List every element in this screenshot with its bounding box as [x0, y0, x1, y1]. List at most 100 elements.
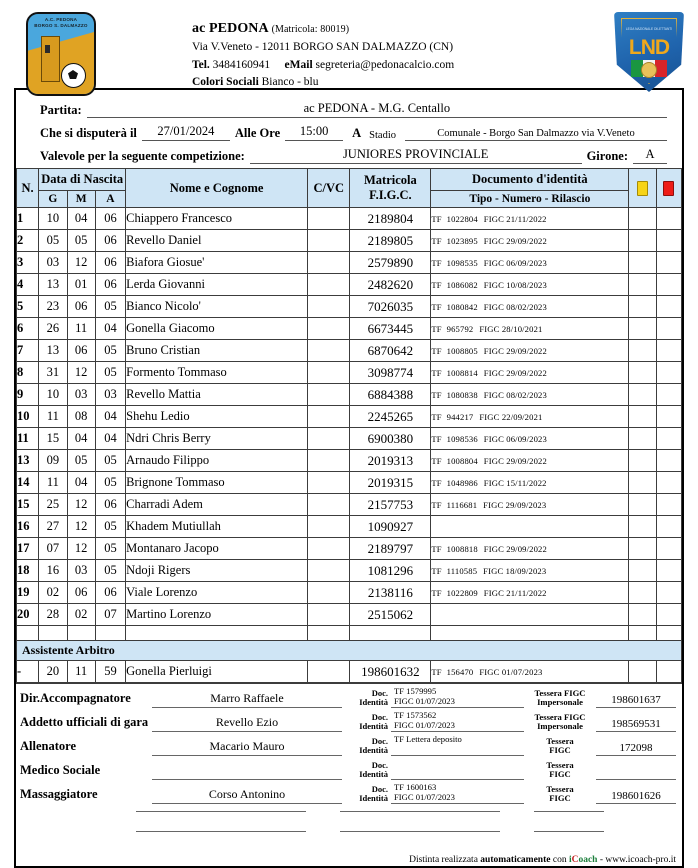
- staff-tessera-value[interactable]: 198569531: [596, 718, 676, 732]
- table-row[interactable]: 11 15 04 04 Ndri Chris Berry 6900380 TF 1098536…: [15, 427, 683, 450]
- cell-red-card[interactable]: [655, 427, 683, 450]
- cell-matricola: 6673445: [349, 317, 432, 340]
- staff-tessera-value[interactable]: 198601637: [596, 694, 676, 708]
- staff-doc-value[interactable]: TF 1579995 FIGC 01/07/2023: [391, 687, 524, 708]
- cell-document: TF 944217 FIGC 22/09/2021: [430, 405, 630, 428]
- cell-yellow-card[interactable]: [628, 405, 657, 428]
- table-row[interactable]: 20 28 02 07 Martino Lorenzo 2515062: [15, 603, 683, 626]
- date-value[interactable]: 27/01/2024: [141, 124, 230, 141]
- th-matricola-line2: F.I.G.C.: [369, 188, 412, 202]
- time-value[interactable]: 15:00: [285, 124, 344, 141]
- table-row[interactable]: 3 03 12 06 Biafora Giosue' 2579890 TF 1098535 FI…: [15, 251, 683, 274]
- cell-red-card[interactable]: [655, 295, 683, 318]
- cell-yellow-card[interactable]: [628, 559, 657, 582]
- cell-red-card[interactable]: [655, 581, 683, 604]
- group-value[interactable]: A: [633, 147, 667, 164]
- cell-red-card[interactable]: [655, 471, 683, 494]
- table-row[interactable]: 6 26 11 04 Gonella Giacomo 6673445 TF 965792 FIG…: [15, 317, 683, 340]
- cell-red-card[interactable]: [655, 660, 683, 683]
- table-row[interactable]: 13 09 05 05 Arnaudo Filippo 2019313 TF 1008804 F…: [15, 449, 683, 472]
- cell-red-card[interactable]: [655, 207, 683, 230]
- cell-yellow-card[interactable]: [628, 251, 657, 274]
- table-row[interactable]: 5 23 06 05 Bianco Nicolo' 7026035 TF 1080842 FIG…: [15, 295, 683, 318]
- cell-cvc: [307, 383, 351, 406]
- table-row[interactable]: 8 31 12 05 Formento Tommaso 3098774 TF 1008814 F…: [15, 361, 683, 384]
- table-row[interactable]: 9 10 03 03 Revello Mattia 6884388 TF 1080838 FIG…: [15, 383, 683, 406]
- cell-yellow-card[interactable]: [628, 493, 657, 516]
- venue-value[interactable]: Comunale - Borgo San Dalmazzo via V.Vene…: [405, 128, 667, 141]
- staff-doc-value[interactable]: [391, 759, 524, 780]
- signature-line[interactable]: [136, 810, 306, 812]
- table-row[interactable]: 7 13 06 05 Bruno Cristian 6870642 TF 1008805 FIG…: [15, 339, 683, 362]
- cell-yellow-card[interactable]: [628, 660, 657, 683]
- table-row[interactable]: 1 10 04 06 Chiappero Francesco 2189804 TF 10228…: [15, 207, 683, 230]
- table-row[interactable]: 17 07 12 05 Montanaro Jacopo 2189797 TF 1008818…: [15, 537, 683, 560]
- cell-red-card[interactable]: [655, 515, 683, 538]
- th-document-sub: Tipo - Numero - Rilascio: [430, 190, 630, 208]
- cell-birth-day: 15: [38, 427, 68, 450]
- signature-line[interactable]: [340, 830, 500, 832]
- cell-red-card[interactable]: [655, 251, 683, 274]
- cell-yellow-card[interactable]: [628, 581, 657, 604]
- table-row[interactable]: 18 16 03 05 Ndoji Rigers 1081296 TF 1110585 FIGC…: [15, 559, 683, 582]
- staff-tessera-value[interactable]: 198601626: [596, 790, 676, 804]
- cell-yellow-card[interactable]: [628, 449, 657, 472]
- cell-yellow-card[interactable]: [628, 339, 657, 362]
- cell-red-card[interactable]: [655, 449, 683, 472]
- cell-yellow-card[interactable]: [628, 603, 657, 626]
- table-row[interactable]: 2 05 05 06 Revello Daniel 2189805 TF 1023895 FIG…: [15, 229, 683, 252]
- cell-red-card[interactable]: [655, 361, 683, 384]
- th-cvc: C/VC: [307, 168, 351, 208]
- cell-red-card[interactable]: [655, 493, 683, 516]
- table-row[interactable]: 10 11 08 04 Shehu Ledio 2245265 TF 944217 FIGC 2…: [15, 405, 683, 428]
- cell-yellow-card[interactable]: [628, 229, 657, 252]
- cell-number: 15: [15, 493, 40, 516]
- cell-red-card[interactable]: [655, 383, 683, 406]
- cell-red-card[interactable]: [655, 273, 683, 296]
- cell-yellow-card[interactable]: [628, 295, 657, 318]
- cell-red-card[interactable]: [655, 559, 683, 582]
- match-value[interactable]: ac PEDONA - M.G. Centallo: [86, 101, 667, 118]
- table-row[interactable]: 16 27 12 05 Khadem Mutiullah 1090927: [15, 515, 683, 538]
- staff-name-value[interactable]: Revello Ezio: [152, 715, 342, 732]
- cell-red-card[interactable]: [655, 229, 683, 252]
- table-row[interactable]: 14 11 04 05 Brignone Tommaso 2019315 TF 1048986…: [15, 471, 683, 494]
- cell-document: TF 1008814 FIGC 29/09/2022: [430, 361, 630, 384]
- cell-yellow-card[interactable]: [628, 273, 657, 296]
- table-row[interactable]: 19 02 06 06 Viale Lorenzo 2138116 TF 1022809 FIG…: [15, 581, 683, 604]
- cell-yellow-card[interactable]: [628, 361, 657, 384]
- competition-value[interactable]: JUNIORES PROVINCIALE: [249, 147, 582, 164]
- cell-number: 14: [15, 471, 40, 494]
- staff-name-value[interactable]: Marro Raffaele: [152, 691, 342, 708]
- table-row[interactable]: -20 11 59 Gonella Pierluigi 198601632 TF 15647…: [15, 660, 683, 683]
- cell-red-card[interactable]: [655, 537, 683, 560]
- cell-fullname: Bruno Cristian: [125, 339, 309, 362]
- staff-doc-value[interactable]: TF 1573562 FIGC 01/07/2023: [391, 711, 524, 732]
- signature-line[interactable]: [136, 830, 306, 832]
- staff-name-value[interactable]: Corso Antonino: [152, 787, 342, 804]
- cell-yellow-card[interactable]: [628, 427, 657, 450]
- signature-line[interactable]: [534, 810, 604, 812]
- signature-line[interactable]: [340, 810, 500, 812]
- table-row[interactable]: 15 25 12 06 Charradi Adem 2157753 TF 1116681 FIG…: [15, 493, 683, 516]
- cell-red-card[interactable]: [655, 317, 683, 340]
- cell-yellow-card[interactable]: [628, 471, 657, 494]
- cell-yellow-card[interactable]: [628, 383, 657, 406]
- cell-yellow-card[interactable]: [628, 515, 657, 538]
- staff-name-value[interactable]: [152, 763, 342, 780]
- staff-doc-value[interactable]: TF Lettera deposito: [391, 735, 524, 756]
- signature-line[interactable]: [534, 830, 604, 832]
- staff-tessera-value[interactable]: 172098: [596, 742, 676, 756]
- cell-red-card[interactable]: [655, 603, 683, 626]
- cell-red-card[interactable]: [655, 339, 683, 362]
- staff-name-value[interactable]: Macario Mauro: [152, 739, 342, 756]
- table-row[interactable]: 4 13 01 06 Lerda Giovanni 2482620 TF 1086082 FIG…: [15, 273, 683, 296]
- staff-tessera-value[interactable]: [596, 766, 676, 780]
- cell-yellow-card[interactable]: [628, 317, 657, 340]
- cell-fullname: Montanaro Jacopo: [125, 537, 309, 560]
- cell-red-card[interactable]: [655, 405, 683, 428]
- cell-yellow-card[interactable]: [628, 537, 657, 560]
- cell-yellow-card[interactable]: [628, 207, 657, 230]
- staff-doc-value[interactable]: TF 1600163 FIGC 01/07/2023: [391, 783, 524, 804]
- footer-brand-rest: oach: [578, 855, 598, 865]
